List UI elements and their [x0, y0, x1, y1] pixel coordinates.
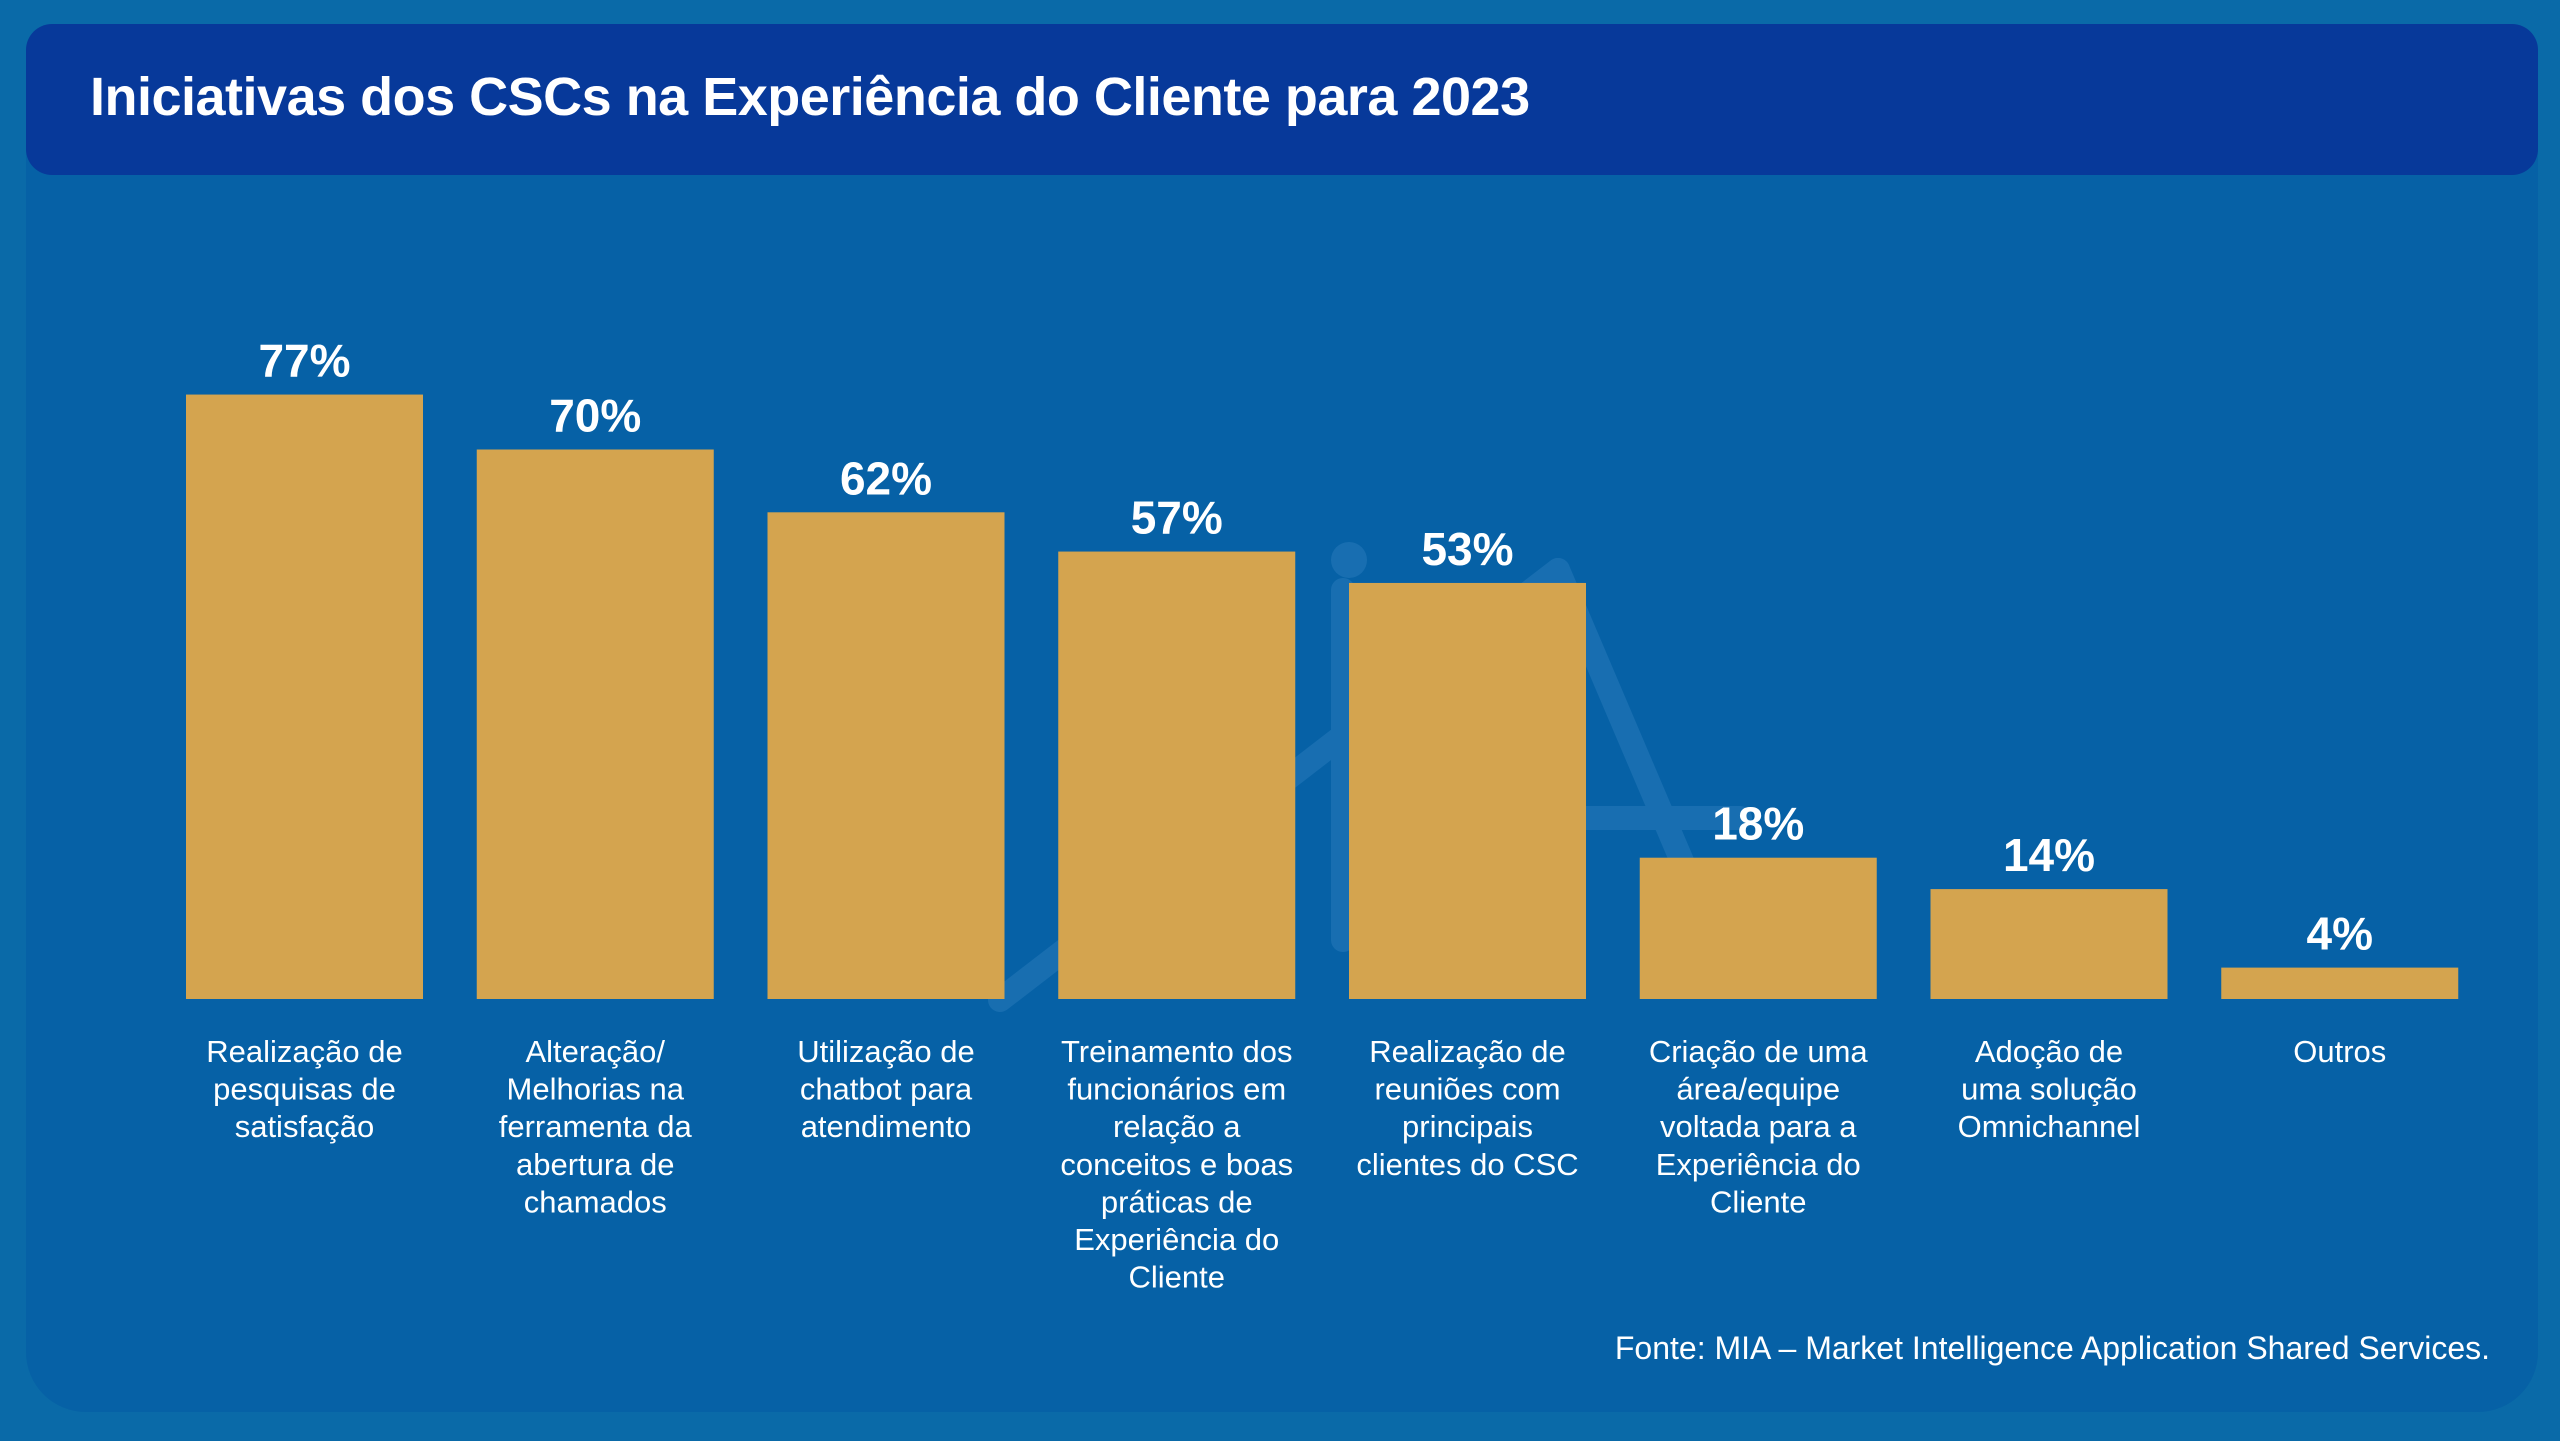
category-label-line: voltada para a: [1660, 1109, 1857, 1144]
category-label-line: chamados: [524, 1184, 667, 1219]
category-label-line: uma solução: [1961, 1072, 2137, 1107]
category-label-line: Experiência do: [1074, 1222, 1279, 1257]
category-label-line: Omnichannel: [1958, 1109, 2141, 1144]
category-label-line: Utilização de: [797, 1034, 974, 1069]
category-label-line: reuniões com: [1374, 1072, 1560, 1107]
category-label: Outros: [2293, 1034, 2386, 1069]
category-label-line: conceitos e boas: [1060, 1147, 1293, 1182]
data-label: 18%: [1712, 798, 1804, 850]
bar: [1639, 857, 1877, 999]
data-label: 53%: [1421, 523, 1513, 575]
bar: [1930, 889, 2168, 999]
category-label: Adoção de uma solução Omnichannel: [1958, 1034, 2141, 1144]
chart-title: Iniciativas dos CSCs na Experiência do C…: [90, 67, 1530, 127]
category-label-line: ferramenta da: [499, 1109, 693, 1144]
category-label-line: clientes do CSC: [1356, 1147, 1578, 1182]
category-label-line: Outros: [2293, 1034, 2386, 1069]
category-label-line: Melhorias na: [507, 1072, 685, 1107]
category-label-line: principais: [1402, 1109, 1533, 1144]
category-label-line: chatbot para: [800, 1072, 973, 1107]
category-label-line: Cliente: [1129, 1260, 1226, 1295]
category-label-line: Realização de: [1369, 1034, 1565, 1069]
category-label-line: Experiência do: [1656, 1147, 1861, 1182]
category-label: Utilização de chatbot para atendimento: [797, 1034, 974, 1144]
category-label: Alteração/Melhorias na ferramenta da abert…: [499, 1034, 693, 1219]
category-label-line: Criação de uma: [1649, 1034, 1869, 1069]
category-label-line: relação a: [1113, 1109, 1241, 1144]
category-label: Realização de pesquisas de satisfação: [206, 1034, 402, 1144]
bar: [767, 512, 1005, 999]
data-label: 70%: [549, 390, 641, 442]
bar: [1349, 582, 1586, 999]
title-bar: Iniciativas dos CSCs na Experiência do C…: [26, 24, 2538, 175]
category-label-line: Cliente: [1710, 1184, 1807, 1219]
category-label-line: Realização de: [206, 1034, 402, 1069]
data-label: 62%: [840, 452, 932, 504]
category-label-line: atendimento: [801, 1109, 972, 1144]
category-label-line: pesquisas de: [213, 1072, 396, 1107]
bar: [1058, 551, 1296, 999]
data-label: 4%: [2307, 908, 2373, 960]
data-label: 57%: [1131, 492, 1223, 544]
category-label-line: funcionários em: [1067, 1072, 1286, 1107]
category-label-line: práticas de: [1101, 1184, 1253, 1219]
data-label: 14%: [2003, 829, 2095, 881]
category-label-line: abertura de: [516, 1147, 675, 1182]
category-label-line: satisfação: [235, 1109, 375, 1144]
category-label: Realização de reuniões com principais clien…: [1356, 1034, 1578, 1182]
category-label-line: Alteração/: [525, 1034, 665, 1069]
source-note: Fonte: MIA – Market Intelligence Applica…: [1614, 1330, 2490, 1366]
category-label-line: Adoção de: [1975, 1034, 2123, 1069]
bar: [186, 394, 423, 999]
category-label-line: Treinamento dos: [1061, 1034, 1292, 1069]
data-label: 77%: [258, 335, 350, 387]
category-label-line: área/equipe: [1676, 1072, 1840, 1107]
bar: [2221, 967, 2459, 999]
bar: [476, 449, 714, 999]
